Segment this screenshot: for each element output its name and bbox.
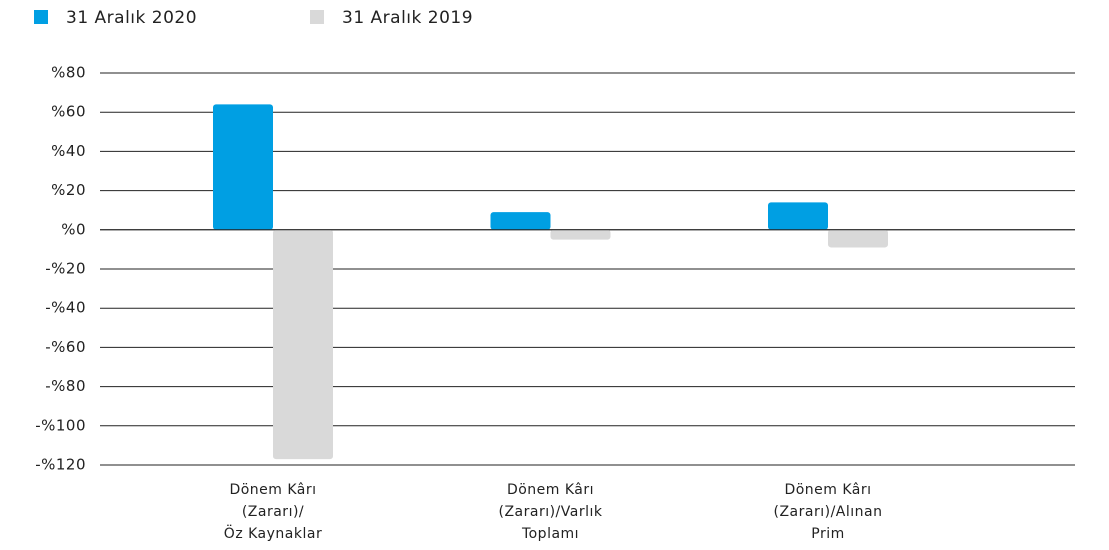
bar [213, 104, 273, 230]
x-tick-label: (Zararı)/Varlık [498, 504, 602, 520]
x-tick-label: Dönem Kârı [784, 482, 871, 498]
y-tick-label: %0 [61, 220, 86, 238]
x-tick-label: Toplamı [521, 526, 579, 542]
y-tick-label: -%80 [45, 377, 86, 395]
y-tick-label: -%120 [35, 456, 86, 474]
bar [550, 229, 611, 240]
x-tick-label: Dönem Kârı [229, 482, 316, 498]
y-tick-label: %80 [51, 64, 86, 82]
x-tick-label: Prim [811, 526, 844, 542]
bar [273, 229, 333, 460]
y-tick-label: %20 [51, 181, 86, 199]
y-tick-label: -%40 [45, 299, 86, 317]
x-tick-label: (Zararı)/Alınan [774, 504, 883, 520]
legend-label: 31 Aralık 2020 [66, 8, 197, 28]
x-tick-label: Dönem Kârı [507, 482, 594, 498]
y-tick-label: %40 [51, 142, 86, 160]
y-tick-label: %60 [51, 103, 86, 121]
y-tick-label: -%100 [35, 416, 86, 434]
y-tick-label: -%20 [45, 260, 86, 278]
bar [768, 202, 828, 230]
x-tick-label: Öz Kaynaklar [224, 524, 322, 542]
legend-swatch [310, 10, 324, 24]
bar [490, 212, 551, 230]
legend-label: 31 Aralık 2019 [342, 8, 473, 28]
legend-swatch [34, 10, 48, 24]
bar [828, 229, 888, 248]
y-tick-label: -%60 [45, 338, 86, 356]
x-tick-label: (Zararı)/ [242, 504, 304, 520]
